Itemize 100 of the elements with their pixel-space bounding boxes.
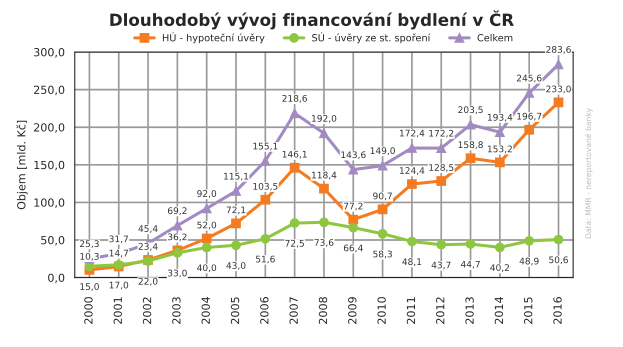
data-label: 146,1 (282, 150, 307, 159)
data-label: 172,2 (429, 130, 454, 138)
data-label: 172,4 (400, 130, 424, 138)
x-tick-label: 2013 (465, 297, 474, 324)
data-label: 22,0 (138, 278, 158, 286)
data-label: 52,0 (197, 222, 216, 230)
data-label: 45,4 (138, 225, 158, 233)
point (260, 234, 270, 244)
legend-label: SÚ - úvěry ze st. spoření (312, 32, 431, 44)
point (554, 98, 564, 108)
data-label: 92,0 (197, 190, 216, 198)
point (407, 179, 417, 189)
x-tick-label: 2012 (436, 297, 444, 324)
data-label: 155,1 (253, 142, 278, 150)
data-label: 72,1 (226, 206, 246, 214)
data-label: 50,6 (549, 256, 568, 264)
point (466, 120, 476, 130)
x-tick-label: 2010 (377, 297, 386, 324)
point (290, 108, 300, 118)
data-label: 15,0 (80, 283, 99, 291)
legend-label: Celkem (478, 34, 512, 42)
x-tick-label: 2005 (230, 297, 240, 324)
data-label: 77,2 (344, 202, 362, 210)
data-label: 25,3 (80, 240, 99, 248)
point (319, 217, 329, 228)
x-tick-label: 2000 (84, 297, 93, 324)
data-label: 218,6 (282, 94, 307, 103)
x-tick-label: 2011 (406, 297, 416, 324)
point (290, 162, 300, 173)
data-label: 233,0 (546, 86, 571, 94)
point (290, 218, 300, 228)
point (348, 164, 358, 174)
x-tick-label: 2014 (494, 296, 504, 324)
point (231, 186, 241, 196)
data-label: 103,5 (253, 182, 278, 191)
y-tick-label: 150,0 (34, 160, 64, 170)
data-label: 203,5 (458, 106, 483, 114)
data-label: 40,0 (197, 264, 216, 272)
point (436, 240, 446, 250)
data-label: 128,5 (429, 164, 454, 172)
data-label: 158,8 (458, 141, 483, 150)
point (554, 60, 564, 70)
data-label: 124,4 (400, 167, 424, 175)
point (495, 127, 505, 138)
x-tick-label: 2004 (202, 296, 210, 324)
data-label: 36,2 (168, 233, 187, 242)
y-tick-label: 300,0 (34, 48, 64, 58)
point (231, 218, 241, 228)
y-tick-label: 200,0 (34, 123, 64, 133)
point (524, 124, 534, 135)
point (260, 156, 270, 166)
point (466, 239, 476, 249)
data-label: 51,6 (256, 256, 275, 264)
point (495, 242, 505, 252)
point (378, 160, 388, 170)
legend-label: HÚ - hypoteční úvěry (162, 32, 265, 44)
data-label: 40,2 (490, 264, 510, 272)
data-label: 193,4 (488, 114, 512, 122)
point (436, 143, 446, 153)
data-label: 66,4 (344, 244, 363, 252)
data-label: 192,0 (312, 114, 336, 123)
x-tick-label: 2006 (260, 297, 269, 324)
y-tick-label: 250,0 (34, 86, 64, 96)
point (231, 240, 241, 250)
point (554, 234, 564, 244)
data-label: 43,7 (432, 262, 451, 270)
y-tick-label: 0,0 (48, 274, 64, 284)
y-axis-title: Objem [mld. Kč] (16, 120, 28, 210)
point (172, 248, 182, 258)
point (319, 128, 329, 138)
data-label: 31,7 (109, 235, 128, 244)
data-label: 149,0 (370, 147, 395, 156)
x-tick-label: 2003 (172, 297, 181, 324)
x-tick-label: 2015 (524, 297, 532, 324)
data-label: 43,0 (226, 262, 246, 270)
point (348, 214, 358, 224)
data-label: 48,9 (520, 258, 539, 266)
point (172, 220, 182, 230)
data-label: 73,6 (314, 239, 334, 247)
point (466, 153, 476, 164)
point (436, 176, 446, 186)
data-label: 115,1 (224, 172, 248, 181)
point (260, 194, 270, 205)
point (202, 234, 212, 244)
data-label: 196,7 (517, 112, 542, 121)
point (348, 222, 358, 233)
chart-title: Dlouhodobý vývoj financování bydlení v ČR (110, 10, 514, 30)
data-label: 58,3 (373, 250, 392, 258)
point (378, 204, 388, 214)
x-tick-label: 2008 (318, 297, 328, 324)
point (407, 143, 417, 153)
point (524, 88, 534, 98)
data-label: 10,3 (80, 252, 99, 261)
x-tick-label: 2009 (348, 297, 356, 324)
data-label: 118,4 (312, 172, 336, 180)
x-tick-label: 2001 (114, 297, 122, 324)
point (495, 158, 505, 168)
data-label: 72,5 (285, 240, 304, 248)
data-label: 245,6 (516, 74, 542, 82)
x-tick-label: 2002 (142, 297, 152, 324)
